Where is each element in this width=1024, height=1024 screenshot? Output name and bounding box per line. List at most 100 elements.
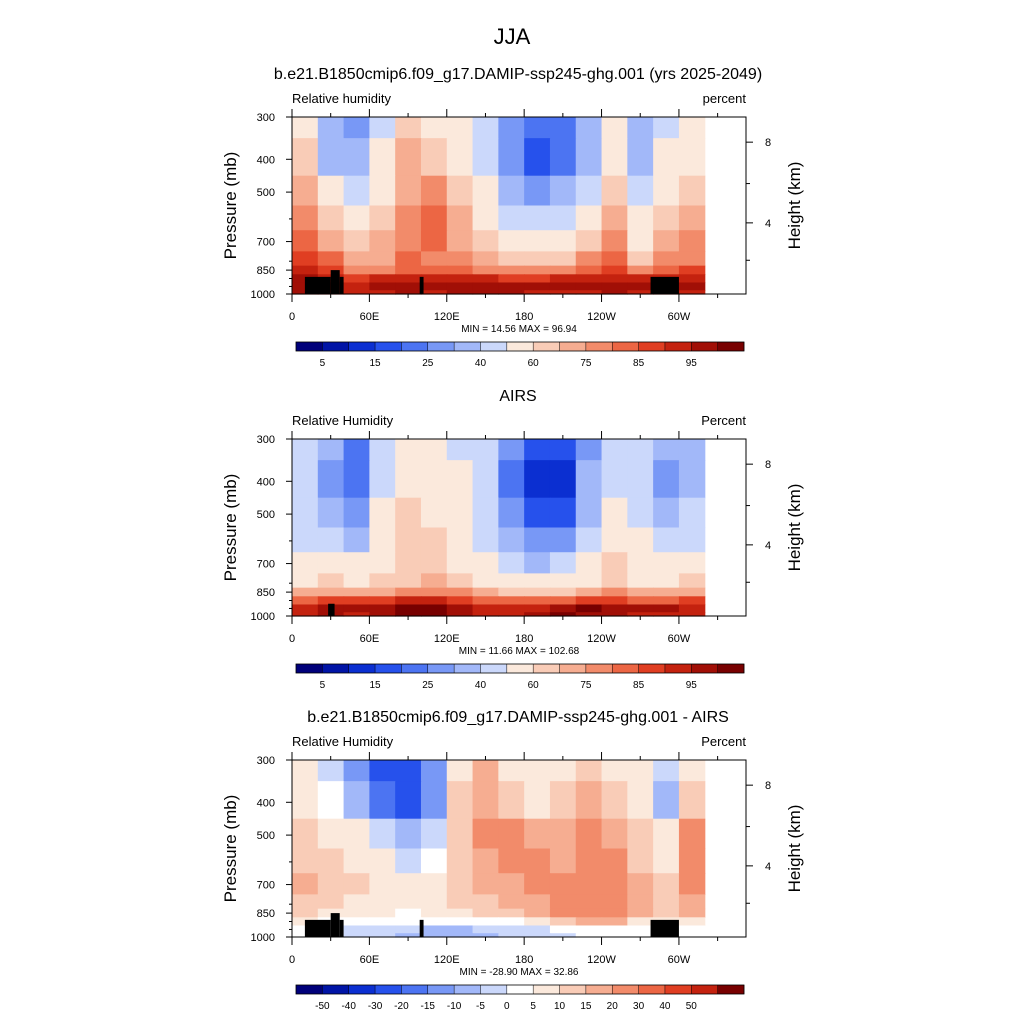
heatmap-cell — [601, 781, 628, 820]
heatmap-cell — [549, 612, 577, 617]
colorbar-swatch — [322, 342, 350, 351]
heatmap-cell — [678, 251, 706, 267]
heatmap-cell — [446, 873, 474, 895]
heatmap-cell — [472, 527, 499, 553]
heatmap-cell — [498, 781, 525, 820]
colorbar-label: -10 — [447, 1001, 462, 1012]
heatmap-cell — [498, 933, 525, 938]
panel-airs: AIRS Relative Humidity Percent 0 60E 120E 180 1… — [221, 388, 804, 691]
heatmap-cell — [395, 290, 422, 295]
heatmap-cell — [369, 894, 396, 910]
heatmap-cell — [575, 781, 603, 820]
y-axis-label: Pressure (mb) — [221, 795, 240, 903]
heatmap-cell — [292, 818, 319, 850]
heatmap-cell — [369, 527, 396, 553]
heatmap-cell — [317, 527, 345, 553]
colorbar-label: 75 — [580, 358, 592, 369]
colorbar-label: 95 — [686, 358, 698, 369]
heatmap-cell — [395, 818, 422, 850]
y-axis-label: Pressure (mb) — [221, 474, 240, 582]
colorbar-swatch — [296, 664, 323, 673]
colorbar-label: 40 — [475, 358, 487, 369]
heatmap-cell — [627, 573, 654, 589]
heatmap-cell — [472, 933, 499, 938]
heatmap-cell — [627, 274, 654, 284]
heatmap-cell — [420, 205, 448, 231]
heatmap-cell — [601, 908, 628, 918]
y-tick-label: 700 — [257, 559, 275, 571]
heatmap-cell — [627, 612, 654, 617]
heatmap-cell — [549, 760, 577, 782]
heatmap-cell — [627, 596, 654, 606]
heatmap-cell — [549, 781, 577, 820]
heatmap-cell — [678, 873, 706, 895]
heatmap-cell — [446, 612, 474, 617]
x-tick-label: 120E — [434, 633, 460, 645]
y-tick-label: 300 — [257, 755, 275, 767]
heatmap-cell — [653, 908, 680, 918]
min-max-stats: MIN = 14.56 MAX = 96.94 — [461, 324, 577, 335]
heatmap-cell — [601, 552, 628, 574]
heatmap-cell — [472, 925, 499, 934]
heatmap-cell — [524, 818, 551, 850]
heatmap-cell — [601, 117, 628, 139]
y-tick-label: 850 — [257, 265, 275, 277]
heatmap-cell — [549, 117, 577, 139]
heatmap-cell — [395, 587, 422, 597]
heatmap-cell — [472, 497, 499, 529]
heatmap-cell — [498, 596, 525, 606]
heatmap-cell — [498, 290, 525, 295]
heatmap-cell — [472, 205, 499, 231]
heatmap-cell — [549, 894, 577, 910]
heatmap-cell — [601, 848, 628, 874]
colorbar-swatch — [691, 985, 718, 994]
heatmap-cell — [343, 848, 370, 874]
heatmap-cell — [524, 251, 551, 267]
y-tick-label: 700 — [257, 237, 275, 249]
heatmap-cells — [292, 117, 706, 295]
colorbar-label: 40 — [475, 680, 487, 691]
heatmap-cell — [627, 604, 654, 613]
colorbar: 5 15 25 40 60 75 85 95 — [295, 663, 745, 691]
heatmap-cell — [524, 848, 551, 874]
colorbar-swatch — [375, 664, 402, 673]
heatmap-cell — [472, 848, 499, 874]
heatmap-cell — [343, 175, 370, 207]
heatmap-cell — [472, 282, 499, 291]
heatmap-cell — [678, 497, 706, 529]
colorbar-label: -15 — [421, 1001, 436, 1012]
heatmap-cell — [653, 175, 680, 207]
heatmap-cell — [653, 596, 680, 606]
heatmap-cell — [317, 573, 345, 589]
heatmap-cell — [524, 138, 551, 177]
heatmap-cell — [601, 265, 628, 275]
heatmap-cell — [601, 282, 628, 291]
heatmap-cell — [627, 230, 654, 252]
heatmap-cell — [395, 848, 422, 874]
heatmap-cell — [343, 873, 370, 895]
heatmap-cell — [395, 527, 422, 553]
x-axis: 0 60E 120E 180 120W 60W — [289, 109, 719, 323]
heatmap-cell — [678, 917, 706, 927]
heatmap-cell — [395, 596, 422, 606]
heatmap-cell — [317, 894, 345, 910]
heatmap-cell — [524, 230, 551, 252]
left-string: Relative humidity — [292, 91, 391, 106]
heatmap-cell — [472, 760, 499, 782]
heatmap-cell — [575, 138, 603, 177]
heatmap-cell — [446, 908, 474, 918]
heatmap-cell — [498, 587, 525, 597]
heatmap-cell — [446, 497, 474, 529]
heatmap-cell — [395, 552, 422, 574]
heatmap-cell — [549, 604, 577, 613]
heatmap-cell — [653, 760, 680, 782]
heatmap-cell — [575, 894, 603, 910]
heatmap-cell — [627, 251, 654, 267]
heatmap-cell — [524, 587, 551, 597]
heatmap-cell — [317, 497, 345, 529]
colorbar-swatch — [348, 985, 376, 994]
heatmap-cell — [472, 290, 499, 295]
heatmap-cells — [292, 439, 706, 617]
heatmap-cell — [549, 205, 577, 231]
heatmap-cell — [627, 439, 654, 461]
